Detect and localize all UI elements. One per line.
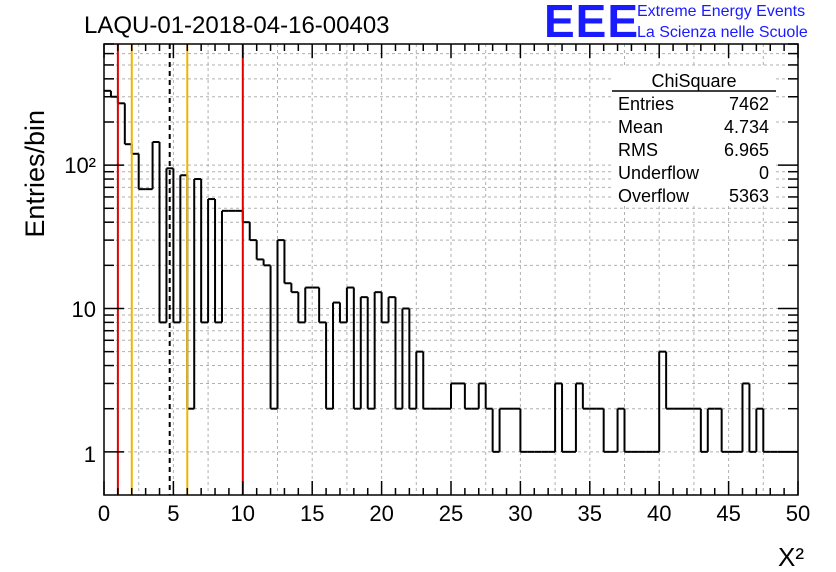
stats-value-entries: 7462 xyxy=(729,94,769,114)
logo-text-line2: La Scienza nelle Scuole xyxy=(637,24,808,41)
stats-value-underflow: 0 xyxy=(759,163,769,183)
x-tick-label: 25 xyxy=(439,501,463,526)
stats-value-mean: 4.734 xyxy=(724,117,769,137)
x-tick-label: 35 xyxy=(578,501,602,526)
y-tick-labels: 1 10 10² xyxy=(64,153,96,467)
stats-label-mean: Mean xyxy=(618,117,663,137)
stats-box: ChiSquare Entries 7462 Mean 4.734 RMS 6.… xyxy=(612,66,776,206)
axis-ticks xyxy=(103,43,799,495)
y-tick-label: 1 xyxy=(84,442,96,467)
y-tick-label: 10 xyxy=(72,297,96,322)
stats-box-bg xyxy=(612,66,776,206)
y-axis-label: Entries/bin xyxy=(20,110,50,238)
x-tick-labels: 0 5 10 15 20 25 30 35 40 45 50 xyxy=(98,501,810,526)
logo-text-line1: Extreme Energy Events xyxy=(637,3,806,20)
x-tick-label: 30 xyxy=(508,501,532,526)
marker-lines xyxy=(116,44,244,495)
x-tick-label: 50 xyxy=(786,501,810,526)
x-tick-label: 40 xyxy=(647,501,671,526)
stats-value-overflow: 5363 xyxy=(729,186,769,206)
stats-label-overflow: Overflow xyxy=(618,186,690,206)
eee-logo-icon: EEE xyxy=(544,0,640,47)
x-tick-label: 0 xyxy=(98,501,110,526)
stats-title: ChiSquare xyxy=(651,71,736,91)
x-tick-label: 45 xyxy=(716,501,740,526)
x-tick-label: 5 xyxy=(167,501,179,526)
x-axis-label: X² xyxy=(778,542,804,572)
y-tick-label: 10² xyxy=(64,153,96,178)
x-tick-label: 15 xyxy=(300,501,324,526)
chart-title: LAQU-01-2018-04-16-00403 xyxy=(84,12,390,39)
x-tick-label: 10 xyxy=(231,501,255,526)
stats-label-underflow: Underflow xyxy=(618,163,700,183)
stats-label-entries: Entries xyxy=(618,94,674,114)
stats-label-rms: RMS xyxy=(618,140,658,160)
stats-value-rms: 6.965 xyxy=(724,140,769,160)
x-tick-label: 20 xyxy=(369,501,393,526)
